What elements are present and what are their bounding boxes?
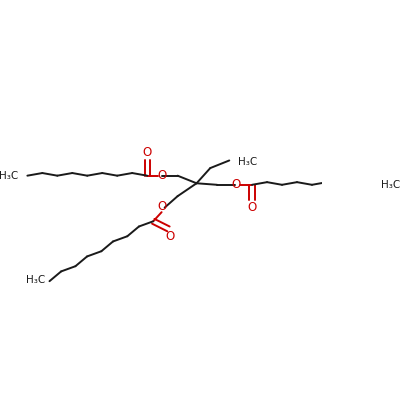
Text: O: O	[142, 146, 152, 159]
Text: O: O	[165, 230, 174, 243]
Text: H₃C: H₃C	[381, 180, 400, 190]
Text: H₃C: H₃C	[0, 171, 18, 181]
Text: H₃C: H₃C	[238, 157, 258, 167]
Text: O: O	[158, 200, 167, 212]
Text: O: O	[157, 169, 166, 182]
Text: O: O	[232, 178, 241, 191]
Text: H₃C: H₃C	[26, 275, 46, 285]
Text: O: O	[248, 201, 257, 214]
